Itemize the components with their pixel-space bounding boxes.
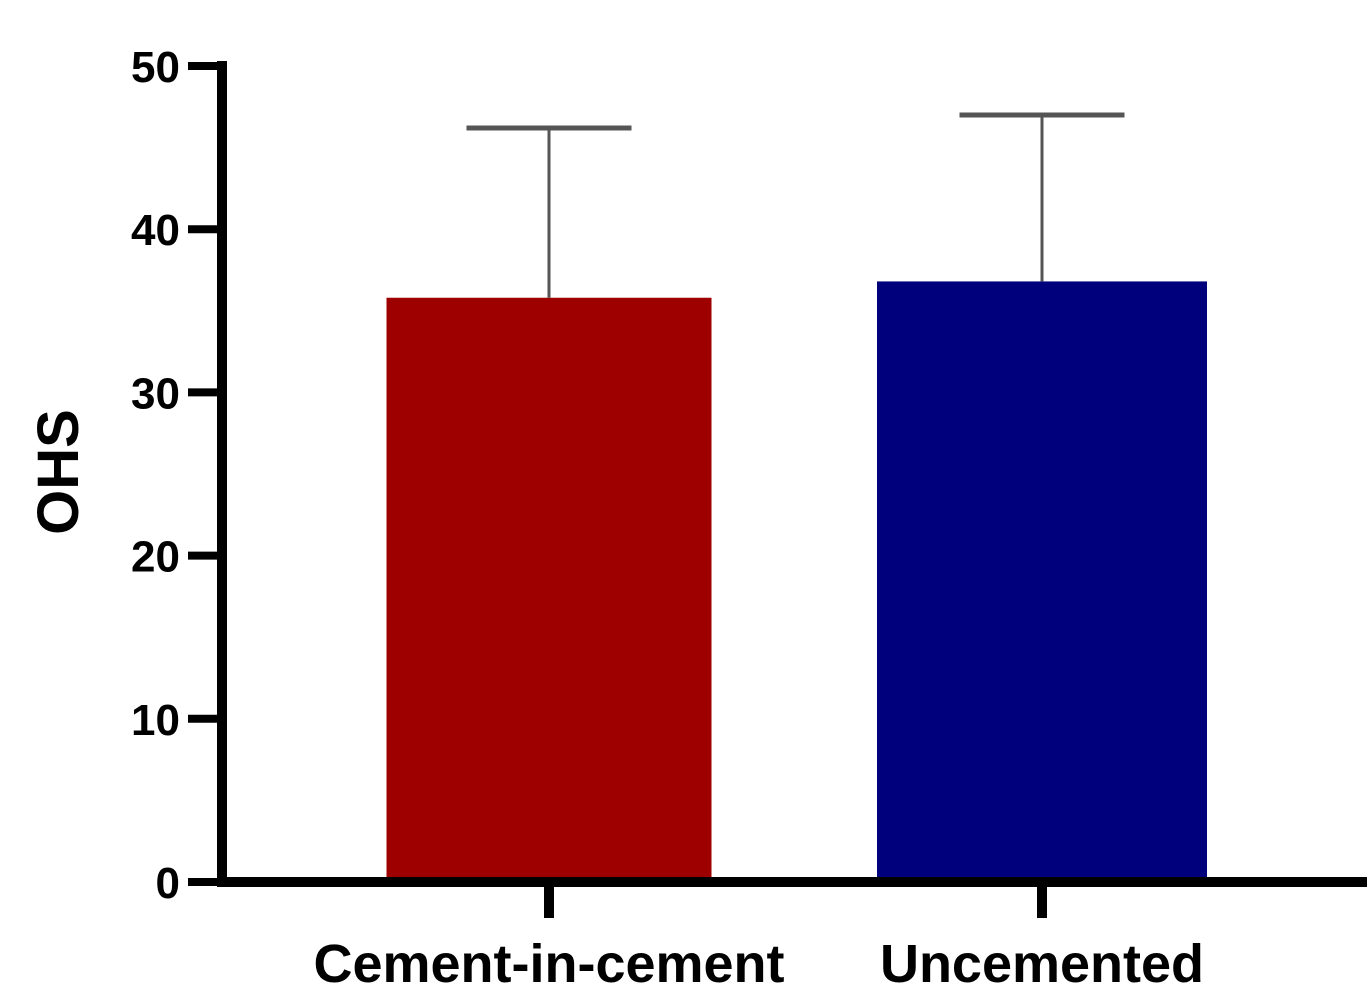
x-ticks-layer: Cement-in-cement Uncemented [313,882,1204,992]
axes-layer [217,61,1367,887]
y-tick-label-1: 10 [131,696,180,745]
bar-0 [386,297,712,882]
error-bars-layer [466,112,1125,298]
y-tick-label-2: 20 [131,533,180,582]
y-tick-label-5: 50 [131,43,180,92]
bar-1 [877,281,1207,882]
y-tick-label-0: 0 [156,859,180,908]
y-tick-label-3: 30 [131,369,180,418]
y-tick-label-4: 40 [131,206,180,255]
y-ticks-layer: 0 10 20 30 40 50 [131,43,222,908]
bars-layer [386,281,1207,882]
x-tick-label-1: Uncemented [880,934,1204,992]
y-axis-title: OHS [26,409,91,535]
x-tick-label-0: Cement-in-cement [313,934,784,992]
